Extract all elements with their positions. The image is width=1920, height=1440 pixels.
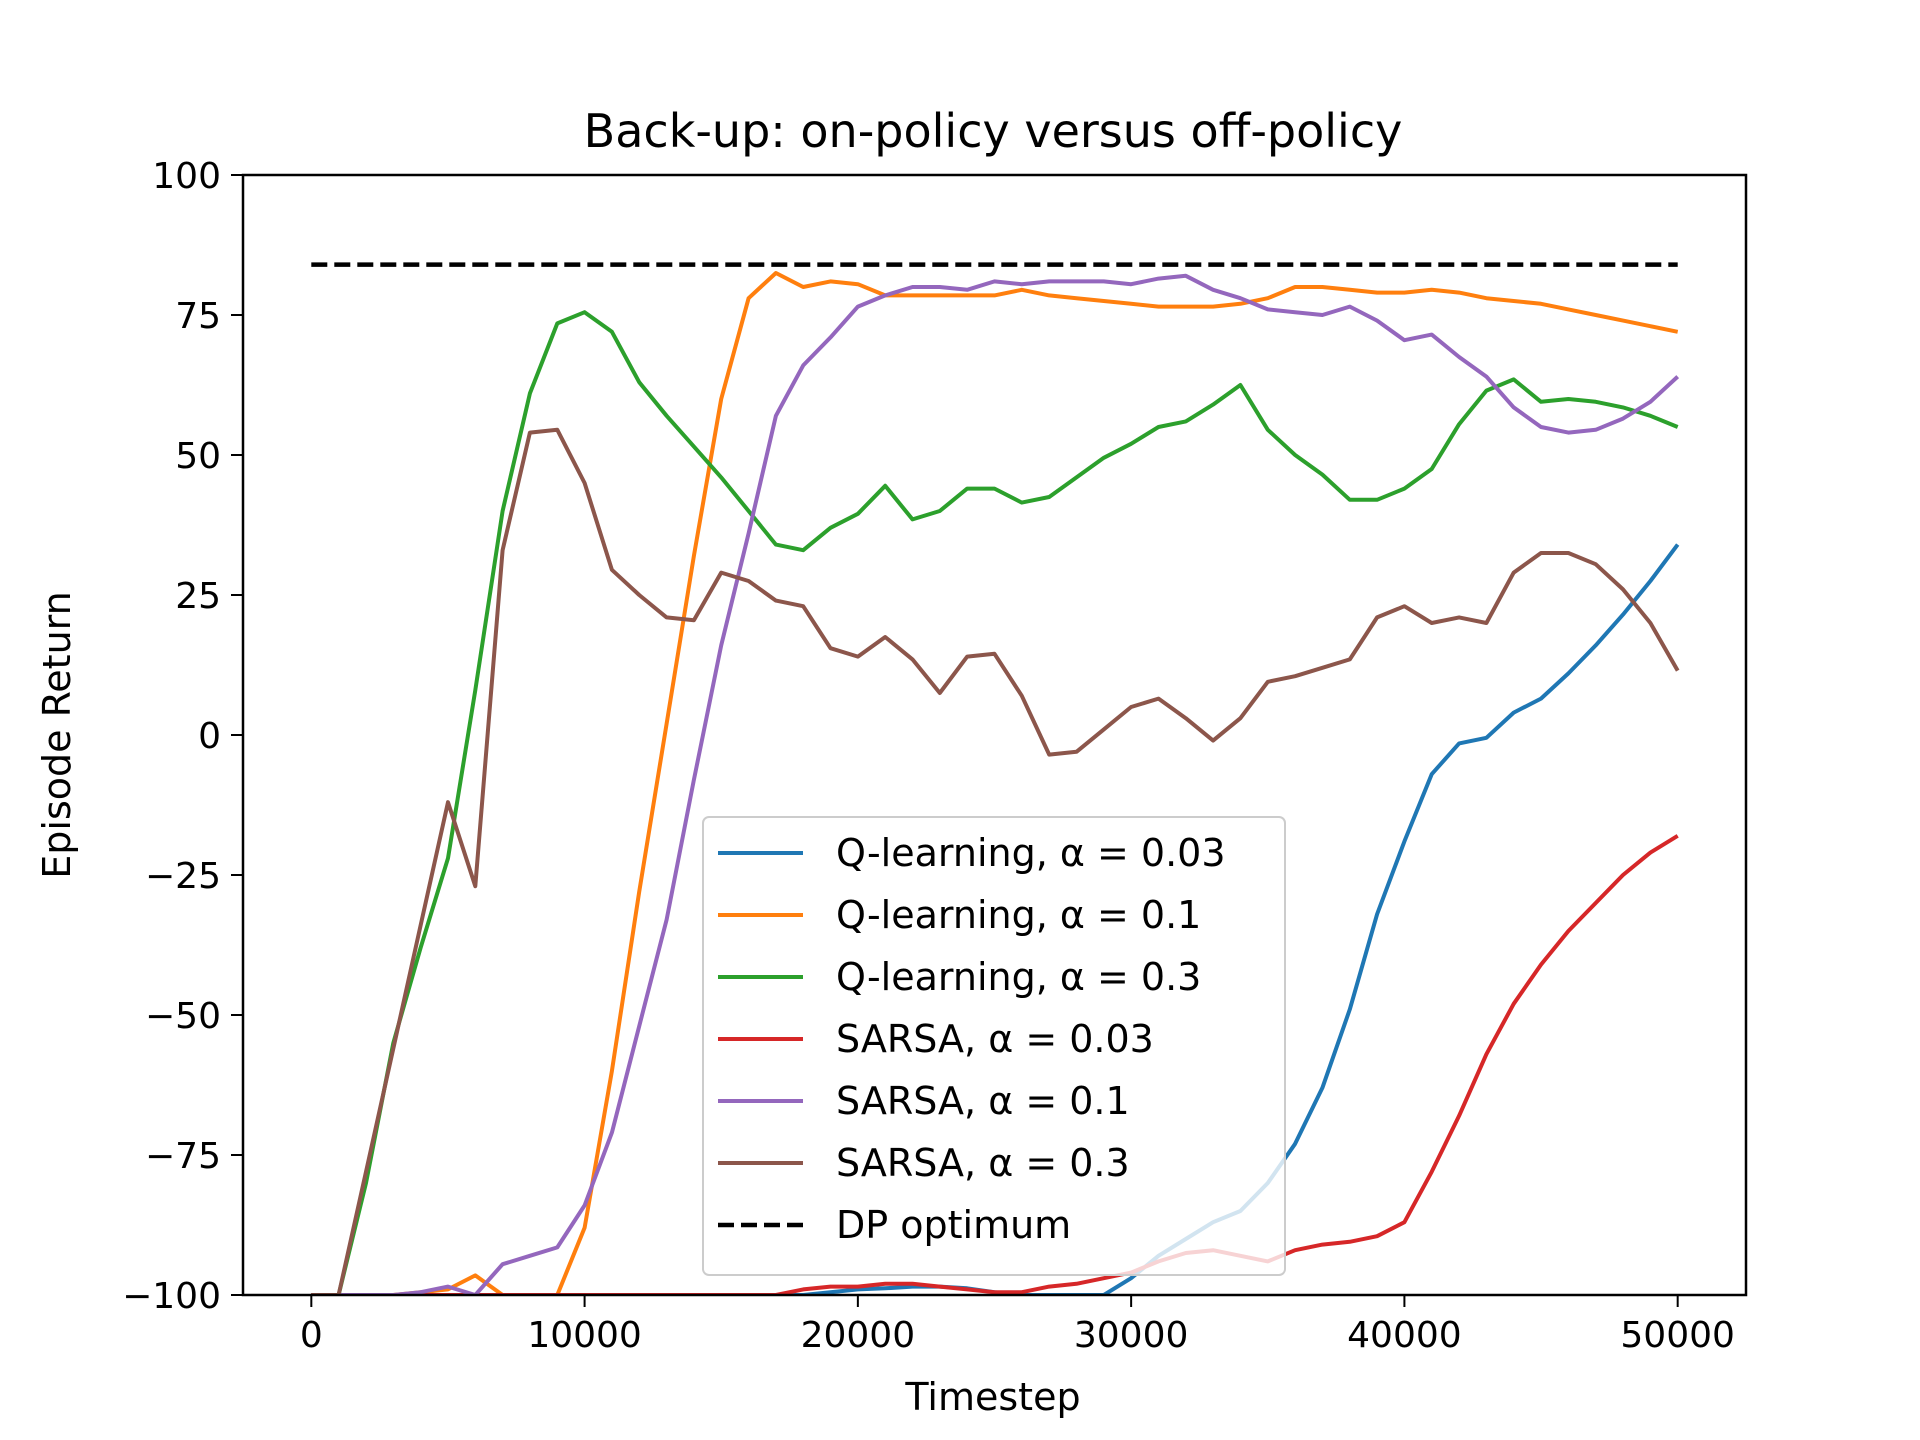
y-tick-label: −100 (122, 1276, 221, 1317)
x-tick-label: 0 (300, 1315, 323, 1356)
series-line-5 (311, 427, 1680, 1295)
series-line-3 (311, 834, 1679, 1295)
legend-entry-label: DP optimum (836, 1203, 1071, 1247)
plot-area (311, 262, 1680, 1295)
x-tick-label: 40000 (1347, 1315, 1462, 1356)
series-line-4 (311, 273, 1680, 1295)
series-line-2 (311, 310, 1679, 1295)
x-tick-label: 50000 (1620, 1315, 1735, 1356)
x-tick-label: 20000 (801, 1315, 916, 1356)
legend: Q-learning, α = 0.03 Q-learning, α = 0.1 Q… (702, 816, 1286, 1276)
series-line-1 (311, 271, 1679, 1295)
y-tick-label: 100 (152, 156, 221, 197)
y-tick-label: 75 (175, 296, 221, 337)
series-lines (311, 262, 1680, 1295)
y-tick-label: −50 (145, 996, 221, 1037)
x-tick-label: 30000 (1074, 1315, 1189, 1356)
x-axis-label: Timestep (904, 1375, 1080, 1419)
legend-entry-label: SARSA, α = 0.3 (836, 1141, 1130, 1185)
y-tick-label: 50 (175, 436, 221, 477)
legend-entry-label: Q-learning, α = 0.1 (836, 893, 1201, 937)
legend-entry-label: Q-learning, α = 0.03 (836, 831, 1226, 875)
legend-entry-label: SARSA, α = 0.1 (836, 1079, 1130, 1123)
chart-title: Back-up: on-policy versus off-policy (584, 104, 1403, 158)
y-tick-label: 0 (198, 716, 221, 757)
axis-ticks: 0 10000 20000 30000 40000 50000 −100 −75 −50 −25 0… (122, 156, 1735, 1356)
y-tick-label: 25 (175, 576, 221, 617)
legend-entry-label: SARSA, α = 0.03 (836, 1017, 1154, 1061)
y-tick-label: −25 (145, 856, 221, 897)
legend-entry-label: Q-learning, α = 0.3 (836, 955, 1201, 999)
legend-box (702, 816, 1286, 1276)
y-axis-label: Episode Return (35, 591, 79, 878)
y-tick-label: −75 (145, 1136, 221, 1177)
x-tick-label: 10000 (527, 1315, 642, 1356)
